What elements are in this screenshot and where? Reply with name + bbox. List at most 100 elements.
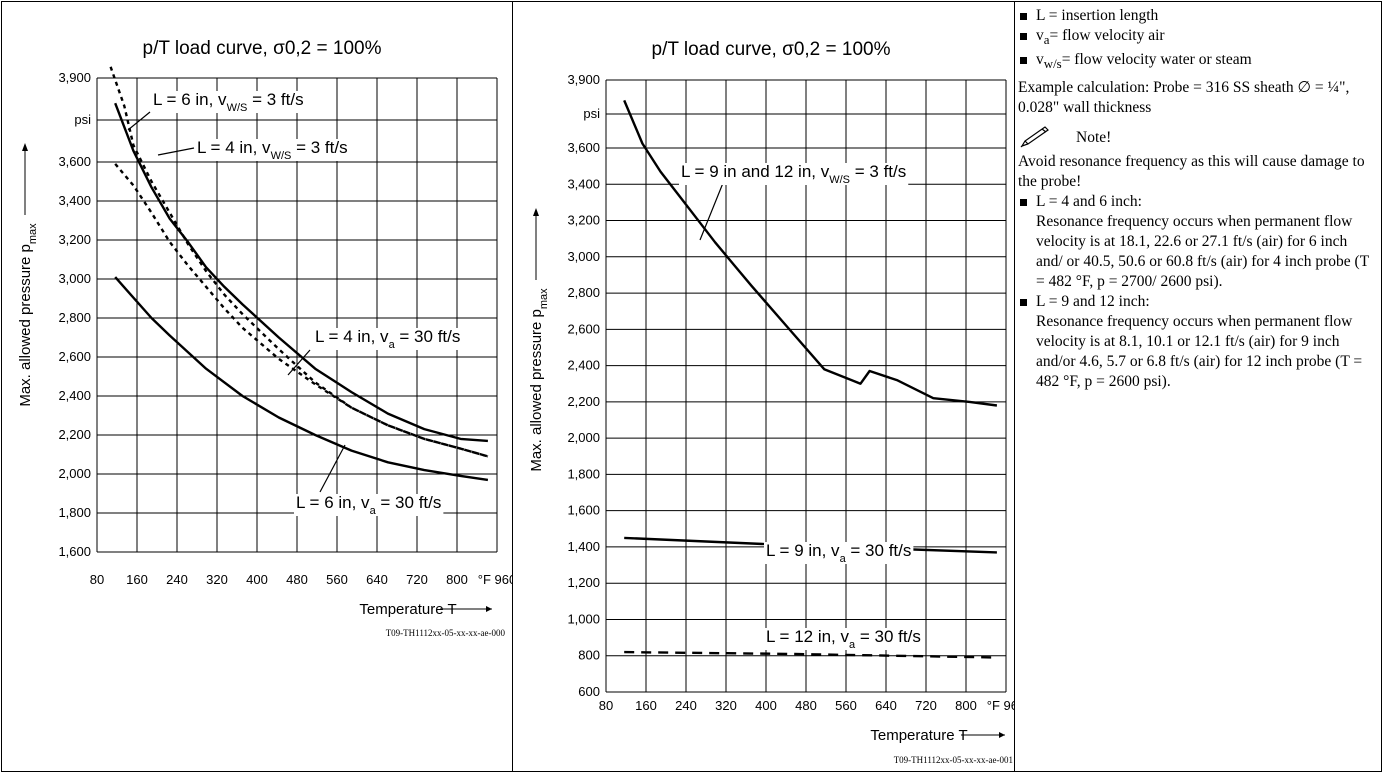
chart-title: p/T load curve, σ0,2 = 100%: [143, 38, 382, 59]
annotation-background: [195, 139, 350, 161]
x-tick-label: 800: [446, 572, 468, 587]
annotation-label: L = 9 in and 12 in, vW/S = 3 ft/s: [681, 162, 906, 186]
x-tick-label: 320: [715, 698, 737, 713]
legend-item-text: = flow velocity air: [1049, 27, 1165, 44]
x-tick-label: 480: [795, 698, 817, 713]
note-heading: Note!: [1018, 126, 1376, 150]
legend-item-length: L = insertion length: [1018, 6, 1376, 26]
y-tick-label: 3,900: [567, 72, 600, 87]
figure-code: T09-TH1112xx-05-xx-xx-ae-000: [386, 628, 506, 638]
annotation-background: [764, 628, 923, 650]
annotation-background: [294, 494, 444, 516]
y-tick-label: 600: [578, 684, 600, 699]
x-tick-label: 400: [246, 572, 268, 587]
x-tick-label: 240: [675, 698, 697, 713]
y-tick-label: 3,200: [567, 213, 600, 228]
x-tick-label: 160: [635, 698, 657, 713]
pencil-note-icon: [1020, 126, 1049, 148]
x-tick-label: °F 960: [987, 698, 1014, 713]
y-tick-label: 2,800: [58, 310, 91, 325]
y-tick-label: 1,400: [567, 539, 600, 554]
y-tick-label: 2,200: [58, 427, 91, 442]
resonance-text: Resonance frequency occurs when permanen…: [1036, 213, 1369, 291]
y-tick-label: 1,600: [567, 503, 600, 518]
panel-divider-right: [1014, 1, 1015, 772]
y-tick-label: 2,400: [567, 358, 600, 373]
grid: [96, 77, 498, 553]
series-line-3: [114, 163, 489, 458]
y-tick-label: 1,200: [567, 575, 600, 590]
x-tick-label: °F 960: [478, 572, 512, 587]
x-tick-label: 480: [286, 572, 308, 587]
annotation-label: L = 4 in, vW/S = 3 ft/s: [197, 138, 348, 162]
annotation-leader: [127, 111, 151, 131]
legend-item-air: va= flow velocity air: [1018, 26, 1376, 50]
y-unit-label: psi: [583, 106, 600, 121]
annotation-label: L = 4 in, va = 30 ft/s: [315, 327, 460, 351]
y-tick-label: 2,200: [567, 394, 600, 409]
annotation-leader: [287, 349, 311, 376]
y-tick-label: 2,600: [58, 349, 91, 364]
resonance-title: L = 4 and 6 inch:: [1036, 193, 1142, 211]
y-axis-label-group: Max. allowed pressure pmax: [528, 288, 550, 472]
y-axis-label-group: Max. allowed pressure pmax: [17, 223, 39, 407]
x-tick-label: 400: [755, 698, 777, 713]
example-calculation: Example calculation: Probe = 316 SS shea…: [1018, 79, 1350, 117]
y-tick-label: 2,400: [58, 388, 91, 403]
legend-item-water: vw/s= flow velocity water or steam: [1018, 50, 1376, 74]
y-unit-label: psi: [74, 112, 91, 127]
x-tick-label: 640: [366, 572, 388, 587]
x-axis-arrow-head: [999, 732, 1005, 738]
x-tick-label: 560: [326, 572, 348, 587]
x-tick-label: 640: [875, 698, 897, 713]
legend-item-subscript: w/s: [1043, 56, 1062, 72]
y-tick-label: 3,900: [58, 70, 91, 85]
legend-item-text: L = insertion length: [1036, 7, 1159, 24]
legend-list: L = insertion length va= flow velocity a…: [1018, 6, 1376, 74]
annotation-background: [764, 542, 914, 564]
legend-item-subscript: a: [1043, 32, 1050, 48]
legend-item-text: = flow velocity water or steam: [1061, 51, 1252, 69]
x-tick-label: 80: [599, 698, 613, 713]
resonance-title: L = 9 and 12 inch:: [1036, 293, 1150, 311]
annotation-label: L = 12 in, va = 30 ft/s: [766, 627, 921, 651]
x-tick-label: 560: [835, 698, 857, 713]
y-axis-label: Max. allowed pressure pmax: [528, 288, 550, 472]
resonance-list: L = 4 and 6 inch: Resonance frequency occ…: [1018, 192, 1376, 392]
y-tick-label: 3,400: [58, 193, 91, 208]
resonance-text: Resonance frequency occurs when permanen…: [1036, 313, 1363, 391]
panel-divider-left: [512, 1, 513, 772]
y-tick-label: 3,000: [567, 249, 600, 264]
figure-code: T09-TH1112xx-05-xx-xx-ae-001: [894, 755, 1013, 765]
y-axis-arrow-head: [533, 208, 539, 216]
y-tick-label: 1,800: [58, 505, 91, 520]
y-tick-label: 1,000: [567, 611, 600, 626]
series-line-1: [623, 99, 998, 407]
y-tick-label: 800: [578, 648, 600, 663]
x-tick-label: 240: [166, 572, 188, 587]
x-tick-label: 80: [90, 572, 104, 587]
annotation-label: L = 9 in, va = 30 ft/s: [766, 541, 911, 565]
y-tick-label: 1,600: [58, 544, 91, 559]
annotation-label: L = 6 in, va = 30 ft/s: [296, 493, 441, 517]
note-warning: Avoid resonance frequency as this will c…: [1018, 153, 1365, 191]
x-tick-label: 720: [406, 572, 428, 587]
annotation-background: [151, 91, 306, 113]
chart-right: p/T load curve, σ0,2 = 100% 600 800 1,000 1,…: [528, 39, 1014, 765]
legend-item-symbol: v: [1036, 27, 1044, 44]
legend-item-symbol: v: [1036, 51, 1044, 69]
x-tick-label: 160: [126, 572, 148, 587]
y-tick-label: 3,600: [58, 154, 91, 169]
y-axis-arrow-head: [22, 143, 28, 151]
annotation-leader: [319, 444, 346, 493]
chart-left: p/T load curve, σ0,2 = 100% 1,600 1,800 2,0…: [17, 38, 512, 638]
x-axis-arrow-head: [486, 606, 492, 612]
y-tick-label: 2,000: [58, 466, 91, 481]
notes-panel: L = insertion length va= flow velocity a…: [1018, 6, 1376, 392]
y-axis-label: Max. allowed pressure pmax: [17, 223, 39, 407]
y-tick-label: 3,600: [567, 140, 600, 155]
note-title: Note!: [1076, 129, 1112, 147]
series-line-4: [114, 276, 489, 482]
annotation-leader: [157, 147, 195, 156]
annotation-background: [313, 328, 463, 350]
